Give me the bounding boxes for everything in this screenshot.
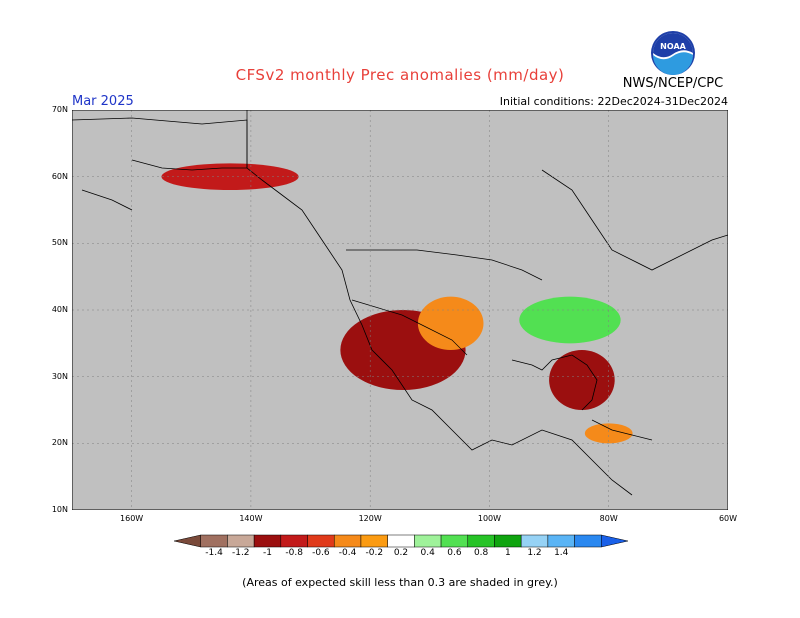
- colorbar-label: -1.2: [231, 548, 250, 558]
- colorbar-segment: [467, 534, 495, 548]
- anomaly-regions: [161, 163, 633, 444]
- precip-anomaly-map: [72, 110, 728, 510]
- colorbar-segment: [333, 534, 362, 548]
- colorbar-segment: [307, 534, 335, 548]
- colorbar-segment: [174, 534, 201, 548]
- skill-note: (Areas of expected skill less than 0.3 a…: [242, 576, 558, 589]
- anomaly-region-caribbean-cuba: [584, 423, 633, 444]
- colorbar-label: -0.2: [365, 548, 384, 558]
- lat-label: 50N: [51, 238, 68, 248]
- agency-label: NWS/NCEP/CPC: [622, 76, 724, 91]
- colorbar-label: 1: [504, 548, 511, 558]
- colorbar-label: 0.8: [473, 548, 489, 558]
- colorbar-segment: [387, 534, 415, 548]
- colorbar: [174, 534, 628, 548]
- initial-conditions: Initial conditions: 22Dec2024-31Dec2024: [499, 95, 728, 108]
- colorbar-label: 0.2: [393, 548, 409, 558]
- anomaly-region-southern-rockies: [417, 296, 484, 350]
- lat-label: 70N: [51, 105, 68, 114]
- graticule: [72, 110, 728, 510]
- lat-label: 30N: [51, 371, 68, 381]
- anomaly-region-ohio-valley: [519, 296, 621, 344]
- colorbar-label: 0.4: [420, 548, 435, 558]
- colorbar-segment: [227, 534, 255, 548]
- lat-label: 60N: [51, 171, 68, 181]
- lon-label: 120W: [358, 514, 382, 523]
- lon-label: 100W: [477, 514, 502, 523]
- lat-label: 20N: [51, 438, 68, 448]
- lat-label: 40N: [51, 305, 68, 314]
- colorbar-label: -1: [262, 548, 272, 558]
- colorbar-segment: [601, 534, 628, 548]
- colorbar-segment: [200, 534, 228, 548]
- logo-text: NOAA: [660, 42, 686, 51]
- lon-label: 140W: [239, 514, 263, 523]
- colorbar-segment: [414, 534, 442, 548]
- colorbar-label: -0.8: [285, 548, 303, 558]
- colorbar-segment: [547, 534, 575, 548]
- colorbar-segment: [280, 534, 308, 548]
- lon-label: 160W: [120, 514, 144, 523]
- grey-skill-mask: [72, 110, 728, 510]
- colorbar-label: -0.6: [312, 548, 330, 558]
- lon-label: 60W: [718, 514, 738, 523]
- colorbar-segment: [574, 534, 602, 548]
- political-borders: [246, 110, 543, 356]
- lon-label: 80W: [599, 514, 618, 523]
- colorbar-segment: [440, 534, 469, 548]
- lat-label: 10N: [51, 505, 68, 514]
- colorbar-label: 1.2: [527, 548, 542, 558]
- colorbar-segment: [494, 534, 522, 548]
- chart-title: CFSv2 monthly Prec anomalies (mm/day): [235, 66, 565, 84]
- colorbar-label: 1.4: [554, 548, 569, 558]
- anomaly-region-florida-southeast: [549, 350, 615, 410]
- colorbar-label: -1.4: [205, 548, 223, 558]
- colorbar-segment: [253, 534, 282, 548]
- colorbar-label: -0.4: [338, 548, 357, 558]
- noaa-logo-icon: NOAA: [651, 31, 695, 75]
- colorbar-segment: [520, 534, 549, 548]
- forecast-month: Mar 2025: [72, 94, 134, 109]
- colorbar-label: 0.6: [447, 548, 462, 558]
- colorbar-segment: [360, 534, 388, 548]
